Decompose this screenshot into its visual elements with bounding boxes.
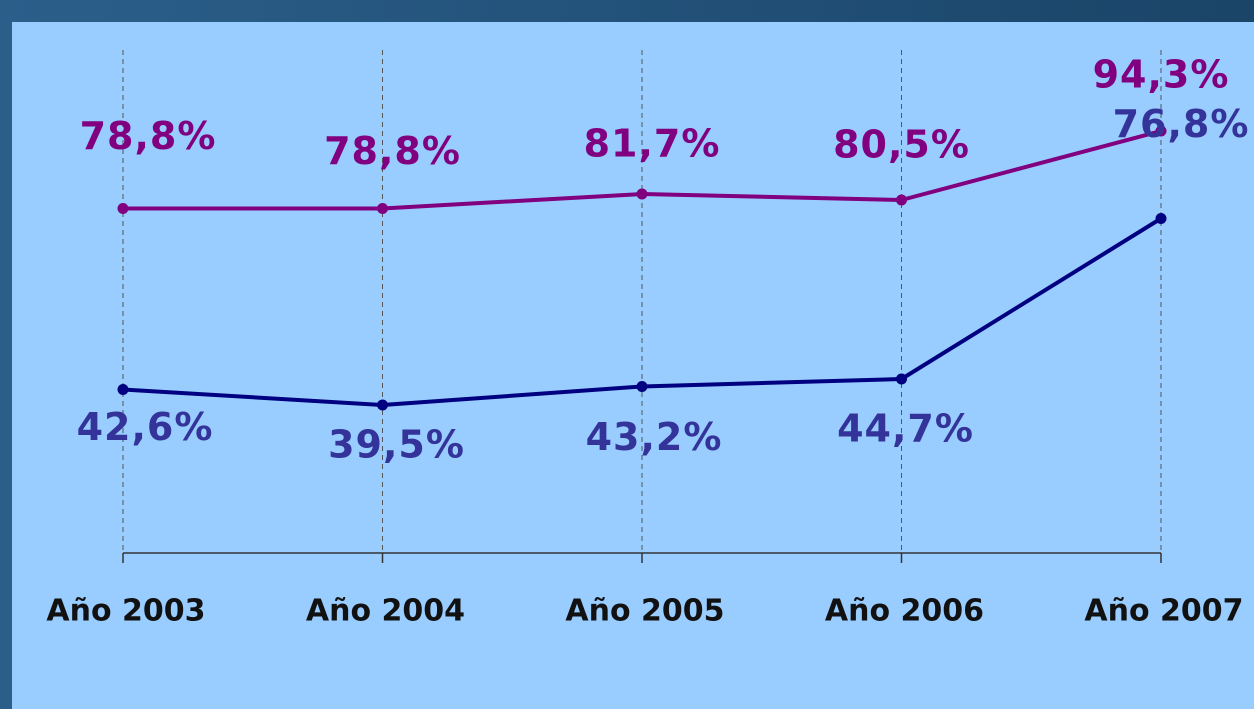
data-point — [636, 381, 648, 392]
data-label: 80,5% — [833, 123, 970, 167]
data-label: 78,8% — [324, 129, 461, 173]
data-label: 44,7% — [837, 407, 974, 451]
data-label: 42,6% — [77, 405, 214, 449]
plot-panel — [12, 22, 1254, 709]
data-point — [117, 384, 129, 395]
data-label: 78,8% — [80, 114, 217, 158]
data-label: 81,7% — [584, 122, 721, 166]
data-point — [896, 194, 907, 206]
data-point — [377, 203, 388, 214]
data-point — [117, 203, 129, 214]
x-tick-label: Año 2005 — [565, 594, 724, 629]
x-tick-label: Año 2003 — [46, 594, 205, 629]
data-point — [377, 399, 388, 411]
data-point — [1155, 213, 1167, 224]
data-label: 94,3% — [1093, 53, 1230, 97]
data-point — [1155, 125, 1167, 137]
data-label: 43,2% — [586, 415, 723, 459]
x-tick-label: Año 2007 — [1084, 594, 1243, 629]
data-label: 39,5% — [328, 423, 465, 467]
data-point — [636, 188, 648, 200]
data-point — [896, 373, 907, 385]
x-tick-label: Año 2006 — [825, 594, 984, 629]
x-tick-label: Año 2004 — [306, 594, 465, 629]
data-label: 76,8% — [1113, 102, 1250, 146]
